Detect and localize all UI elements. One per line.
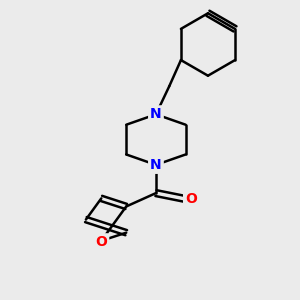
Text: O: O: [185, 192, 197, 206]
Text: N: N: [150, 158, 162, 172]
Text: N: N: [150, 107, 162, 121]
Text: O: O: [95, 235, 107, 249]
